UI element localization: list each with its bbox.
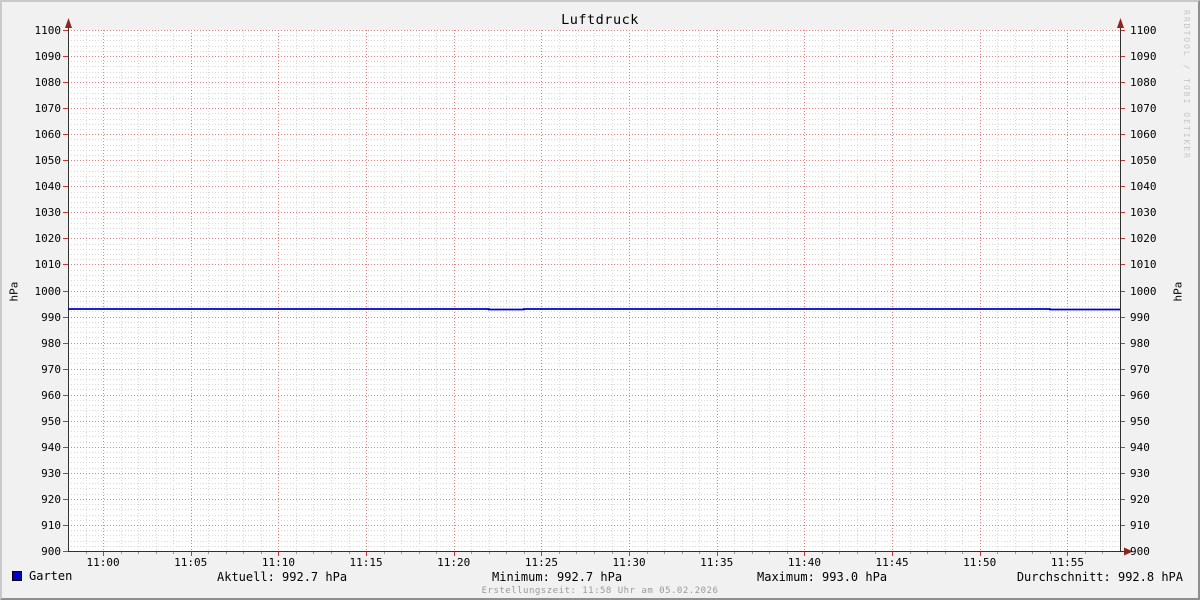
x-tick-label: 11:15 (350, 556, 383, 569)
y-tick-label-right: 950 (1130, 415, 1150, 428)
y-tick-label-left: 910 (41, 519, 61, 532)
stat-maximum: Maximum: 993.0 hPa (757, 570, 888, 584)
y-tick-label-right: 1090 (1130, 50, 1157, 63)
y-tick-label-left: 930 (41, 467, 61, 480)
axes (67, 22, 1128, 553)
y-tick-label-left: 980 (41, 337, 61, 350)
rrdtool-watermark: RRDTOOL / TOBI OETIKER (1182, 10, 1191, 160)
legend-row: Garten Aktuell: 992.7 hPa Minimum: 992.7… (2, 569, 1198, 585)
x-tick-label: 11:35 (700, 556, 733, 569)
y-tick-label-left: 1040 (35, 180, 62, 193)
y-tick-label-left: 1010 (35, 258, 62, 271)
x-tick-label: 11:55 (1051, 556, 1084, 569)
x-tick-label: 11:25 (525, 556, 558, 569)
y-tick-label-right: 1020 (1130, 232, 1157, 245)
y-tick-label-right: 940 (1130, 441, 1150, 454)
y-tick-label-left: 1020 (35, 232, 62, 245)
x-tick-label: 11:20 (437, 556, 470, 569)
legend-series-label: Garten (29, 569, 73, 583)
y-tick-label-left: 1050 (35, 154, 62, 167)
y-tick-label-right: 1000 (1130, 285, 1157, 298)
creation-timestamp: Erstellungszeit: 11:58 Uhr am 05.02.2026 (481, 586, 719, 596)
legend-color-swatch (12, 571, 22, 581)
y-tick-label-right: 930 (1130, 467, 1150, 480)
y-tick-label-right: 920 (1130, 493, 1150, 506)
x-tick-label: 11:50 (963, 556, 996, 569)
y-axis-label-right: hPa (1171, 281, 1185, 302)
major-grid (68, 30, 1120, 551)
legend-series-garten: Garten (12, 569, 72, 583)
y-tick-label-right: 1070 (1130, 102, 1157, 115)
x-tick-label: 11:10 (262, 556, 295, 569)
y-tick-label-right: 900 (1130, 545, 1150, 558)
x-tick-label: 11:00 (87, 556, 120, 569)
y-tick-label-right: 960 (1130, 389, 1150, 402)
chart-title: Luftdruck (561, 12, 639, 28)
y-tick-label-left: 1060 (35, 128, 62, 141)
y-tick-label-left: 970 (41, 363, 61, 376)
stat-current: Aktuell: 992.7 hPa (217, 570, 348, 584)
y-tick-label-right: 990 (1130, 311, 1150, 324)
axis-arrows (65, 18, 1133, 556)
y-tick-label-right: 1010 (1130, 258, 1157, 271)
stat-average: Durchschnitt: 992.8 hPA (1016, 570, 1183, 584)
y-tick-label-right: 970 (1130, 363, 1150, 376)
y-tick-label-left: 990 (41, 311, 61, 324)
stat-minimum: Minimum: 992.7 hPa (492, 570, 623, 584)
y-tick-label-right: 1060 (1130, 128, 1157, 141)
series-line-garten (68, 308, 1120, 311)
y-tick-label-left: 1090 (35, 50, 62, 63)
x-tick-label: 11:40 (788, 556, 821, 569)
plot-area (68, 30, 1120, 551)
y-tick-label-right: 1040 (1130, 180, 1157, 193)
y-tick-label-left: 1080 (35, 76, 62, 89)
x-tick-label: 11:05 (174, 556, 207, 569)
y-axis-label-left: hPa (7, 281, 21, 302)
y-tick-label-right: 1050 (1130, 154, 1157, 167)
y-tick-label-left: 950 (41, 415, 61, 428)
y-tick-label-left: 940 (41, 441, 61, 454)
y-tick-label-left: 960 (41, 389, 61, 402)
x-tick-label: 11:45 (876, 556, 909, 569)
y-tick-label-right: 910 (1130, 519, 1150, 532)
x-tick-label: 11:30 (613, 556, 646, 569)
y-tick-label-left: 1030 (35, 206, 62, 219)
y-tick-label-left: 1000 (35, 285, 62, 298)
y-tick-label-right: 980 (1130, 337, 1150, 350)
tick-labels: 900 900 910 910 920 920 930 930 940 940 950 950 960 9… (35, 24, 1157, 569)
y-tick-label-left: 900 (41, 545, 61, 558)
y-tick-label-left: 920 (41, 493, 61, 506)
y-tick-label-right: 1080 (1130, 76, 1157, 89)
y-tick-label-left: 1100 (35, 24, 62, 37)
y-tick-label-right: 1030 (1130, 206, 1157, 219)
minor-grid (68, 30, 1120, 551)
y-tick-label-left: 1070 (35, 102, 62, 115)
y-tick-label-right: 1100 (1130, 24, 1157, 37)
